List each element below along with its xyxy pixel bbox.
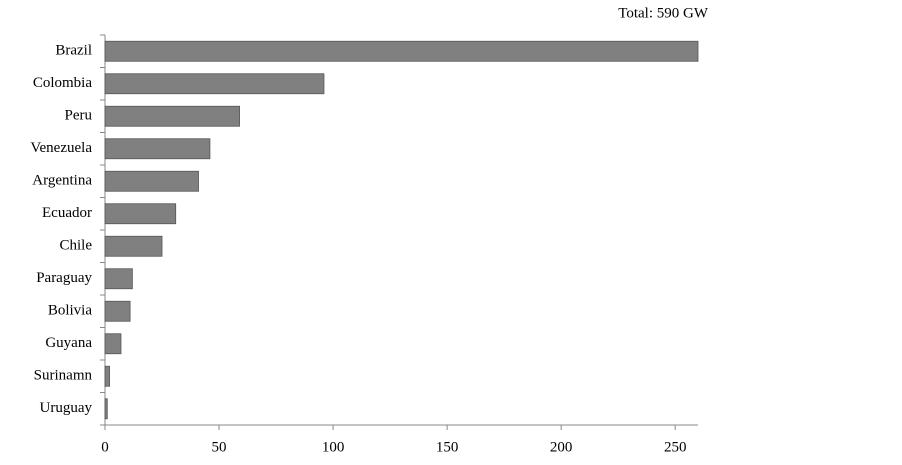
bar bbox=[104, 105, 240, 127]
y-tick-label: Surinamn bbox=[34, 368, 93, 384]
bar bbox=[104, 138, 211, 160]
bar bbox=[104, 73, 325, 95]
y-tick-label: Uruguay bbox=[40, 400, 93, 416]
annotation: Total: 590 GW bbox=[618, 5, 709, 21]
y-tick-label: Colombia bbox=[33, 75, 93, 91]
y-tick-label: Chile bbox=[60, 238, 93, 254]
y-tick-label: Guyana bbox=[45, 335, 92, 351]
bar bbox=[104, 170, 199, 192]
x-tick-label: 200 bbox=[550, 439, 573, 455]
y-tick-label: Venezuela bbox=[30, 140, 92, 156]
y-tick-label: Paraguay bbox=[36, 270, 92, 286]
bar bbox=[104, 365, 110, 387]
x-tick-label: 250 bbox=[664, 439, 687, 455]
x-tick-label: 150 bbox=[436, 439, 459, 455]
bar bbox=[104, 203, 177, 225]
x-tick-label: 50 bbox=[212, 439, 227, 455]
bar bbox=[104, 268, 133, 290]
bar bbox=[104, 333, 122, 355]
x-tick-label: 0 bbox=[101, 439, 109, 455]
y-tick-label: Ecuador bbox=[42, 205, 92, 221]
y-tick-label: Bolivia bbox=[48, 303, 93, 319]
bar bbox=[104, 235, 163, 257]
y-tick-label: Peru bbox=[65, 108, 93, 124]
y-tick-label: Argentina bbox=[32, 173, 92, 189]
y-tick-label: Brazil bbox=[55, 43, 92, 59]
bar bbox=[104, 398, 108, 420]
bar bbox=[104, 300, 131, 322]
x-tick-label: 100 bbox=[322, 439, 345, 455]
bar bbox=[104, 40, 699, 62]
